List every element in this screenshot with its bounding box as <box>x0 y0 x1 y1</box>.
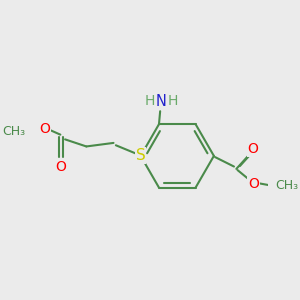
Text: N: N <box>156 94 167 109</box>
Text: O: O <box>56 160 66 174</box>
Text: S: S <box>136 148 146 164</box>
Text: O: O <box>40 122 50 136</box>
Text: H: H <box>144 94 155 108</box>
Text: O: O <box>248 176 259 190</box>
Text: H: H <box>168 94 178 108</box>
Text: O: O <box>248 142 258 156</box>
Text: CH₃: CH₃ <box>2 124 25 138</box>
Text: CH₃: CH₃ <box>275 179 298 192</box>
